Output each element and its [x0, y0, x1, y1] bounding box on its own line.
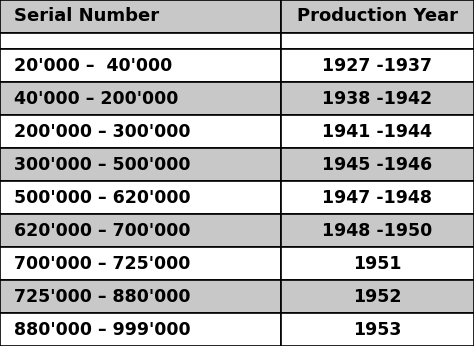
Text: 1938 -1942: 1938 -1942	[322, 90, 432, 108]
Text: 1952: 1952	[353, 288, 401, 306]
Bar	[281, 247, 474, 280]
Text: 200'000 – 300'000: 200'000 – 300'000	[14, 123, 191, 141]
Bar	[281, 214, 474, 247]
Text: 880'000 – 999'000: 880'000 – 999'000	[14, 320, 191, 338]
Text: 1941 -1944: 1941 -1944	[322, 123, 432, 141]
Bar	[281, 33, 474, 49]
Text: 700'000 – 725'000: 700'000 – 725'000	[14, 255, 191, 273]
Bar	[281, 313, 474, 346]
Bar	[0, 280, 281, 313]
Text: 40'000 – 200'000: 40'000 – 200'000	[14, 90, 179, 108]
Text: 1927 -1937: 1927 -1937	[322, 57, 432, 75]
Text: 1951: 1951	[353, 255, 401, 273]
Text: 1948 -1950: 1948 -1950	[322, 222, 432, 240]
Bar	[281, 49, 474, 82]
Bar	[281, 115, 474, 148]
Text: 300'000 – 500'000: 300'000 – 500'000	[14, 156, 191, 174]
Bar	[0, 148, 281, 181]
Text: Serial Number: Serial Number	[14, 8, 159, 26]
Text: Production Year: Production Year	[297, 8, 458, 26]
Text: 725'000 – 880'000: 725'000 – 880'000	[14, 288, 191, 306]
Bar	[0, 82, 281, 115]
Text: 1945 -1946: 1945 -1946	[322, 156, 432, 174]
Bar	[0, 115, 281, 148]
Text: 500'000 – 620'000: 500'000 – 620'000	[14, 189, 191, 207]
Text: 1947 -1948: 1947 -1948	[322, 189, 432, 207]
Bar	[281, 82, 474, 115]
Bar	[281, 280, 474, 313]
Text: 20'000 –  40'000: 20'000 – 40'000	[14, 57, 173, 75]
Bar	[281, 0, 474, 33]
Bar	[281, 181, 474, 214]
Text: 1953: 1953	[353, 320, 401, 338]
Bar	[0, 247, 281, 280]
Text: 620'000 – 700'000: 620'000 – 700'000	[14, 222, 191, 240]
Bar	[0, 181, 281, 214]
Bar	[0, 49, 281, 82]
Bar	[0, 0, 281, 33]
Bar	[281, 148, 474, 181]
Bar	[0, 313, 281, 346]
Bar	[0, 33, 281, 49]
Bar	[0, 214, 281, 247]
